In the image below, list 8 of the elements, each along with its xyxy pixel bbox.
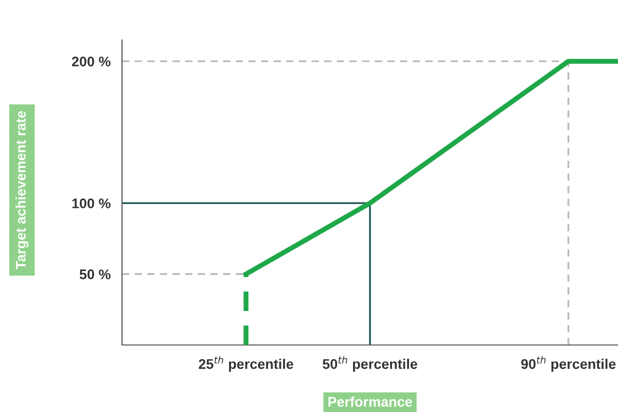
- y-tick-label: 50 %: [80, 269, 111, 280]
- y-axis-title: Target achievement rate: [15, 111, 29, 270]
- x-tick-label: 90$^{th}$ percentile: [521, 356, 616, 372]
- x-tick-label: 50$^{th}$ percentile: [322, 356, 418, 372]
- x-tick-label: 25$^{th}$ percentile: [198, 356, 294, 372]
- y-tick-label: 100 %: [72, 198, 111, 208]
- y-tick-label: 200 %: [72, 56, 111, 66]
- x-axis-title: Performance: [328, 396, 412, 407]
